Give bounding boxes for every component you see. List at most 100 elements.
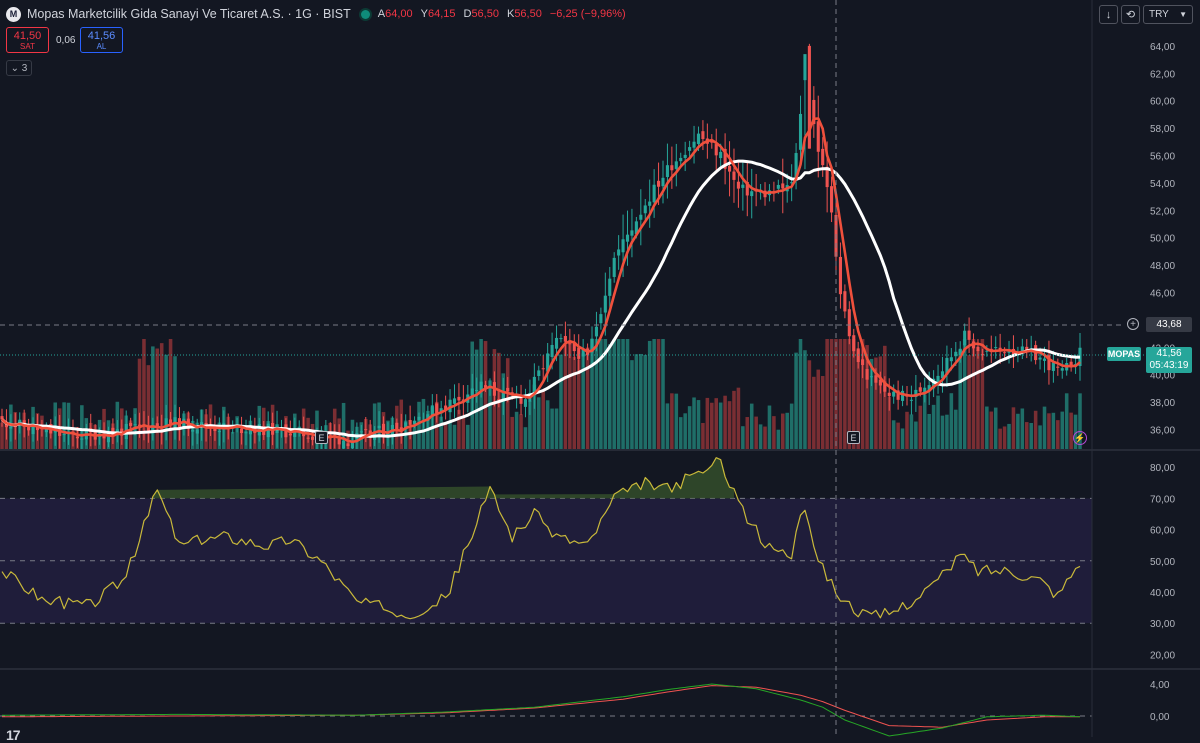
add-alert-icon[interactable]: + (1127, 318, 1139, 330)
rsi-tick-label: 30,00 (1150, 619, 1175, 630)
candle-body (1003, 352, 1007, 354)
volume-bar (878, 356, 883, 449)
candle-body (776, 184, 780, 189)
symbol-logo: M (6, 6, 21, 22)
candle-body (541, 368, 545, 370)
earnings-marker[interactable]: E (315, 431, 328, 444)
volume-bar (829, 339, 834, 449)
candle-body (940, 371, 945, 379)
volume-bar (44, 426, 49, 449)
volume-bar (989, 411, 994, 449)
candle-body (13, 426, 17, 428)
macd-tick-label: 4,00 (1150, 680, 1170, 691)
volume-bar (1078, 393, 1082, 449)
volume-bar (905, 411, 909, 449)
candle-body (342, 440, 346, 449)
earnings-marker[interactable]: E (847, 431, 860, 444)
volume-bar (1064, 393, 1069, 449)
volume-bar (927, 413, 931, 449)
price-tick-label: 60,00 (1150, 97, 1175, 108)
volume-bar (962, 339, 967, 449)
candle-body (293, 429, 297, 437)
candle-body (918, 387, 922, 392)
candle-body (169, 419, 173, 424)
volume-bar (146, 365, 151, 449)
volume-bar (718, 402, 723, 449)
candle-body (1025, 346, 1029, 351)
volume-bar (776, 429, 781, 449)
rsi-tick-label: 50,00 (1150, 557, 1175, 568)
candle-body (461, 399, 465, 401)
candle-body (869, 376, 874, 378)
candle-body (137, 424, 142, 426)
volume-bar (794, 352, 798, 449)
candle-body (240, 428, 244, 434)
volume-bar (692, 397, 696, 449)
candle-body (883, 381, 887, 392)
candle-body (958, 348, 962, 356)
macd-line (2, 683, 1081, 737)
candle-body (377, 425, 381, 429)
volume-bar (803, 350, 807, 449)
buy-button[interactable]: 41,56 AL (80, 27, 123, 53)
candle-body (985, 350, 989, 352)
candle-body (244, 432, 248, 434)
volume-bar (656, 339, 661, 449)
candle-body (62, 434, 66, 436)
download-button[interactable]: ↓ (1099, 5, 1118, 24)
candle-body (80, 438, 84, 440)
candle-body (568, 343, 572, 345)
candle-body (248, 429, 252, 435)
volume-bar (843, 339, 847, 449)
ma-fast-line (1, 117, 1081, 444)
tradingview-logo-icon: 17 (6, 727, 21, 743)
volume-bar (812, 376, 816, 449)
candle-body (444, 405, 448, 410)
candle-body (652, 184, 656, 203)
candle-body (572, 343, 576, 352)
volume-bar (599, 339, 603, 449)
last-price: 41,56 (1156, 348, 1182, 359)
volume-bar (1069, 412, 1073, 449)
refresh-button[interactable]: ⟲ (1121, 5, 1140, 24)
volume-bar (590, 339, 594, 449)
volume-bar (625, 339, 630, 449)
candle-body (594, 326, 599, 337)
candle-body (634, 221, 638, 234)
sell-button[interactable]: 41,50 SAT (6, 27, 49, 53)
volume-bar (643, 354, 648, 449)
candle-body (807, 45, 811, 149)
volume-bar (128, 420, 133, 449)
symbol-title[interactable]: Mopas Marketcilik Gida Sanayi Ve Ticaret… (27, 7, 351, 21)
candle-body (129, 422, 133, 426)
volume-bar (612, 339, 616, 449)
candle-body (430, 405, 434, 417)
volume-bar (235, 416, 239, 449)
candle-body (781, 183, 785, 189)
volume-bar (514, 411, 519, 449)
candle-body (381, 423, 386, 437)
volume-bar (869, 358, 874, 449)
volume-bar (137, 358, 142, 449)
candle-body (830, 186, 834, 213)
candle-body (980, 354, 984, 356)
volume-bar (576, 359, 581, 449)
volume-bar (714, 398, 719, 449)
indicators-toggle-button[interactable]: ⌄ 3 (6, 60, 32, 76)
candle-body (976, 346, 980, 352)
candle-body (838, 256, 842, 295)
volume-bar (563, 343, 568, 449)
flash-icon[interactable]: ⚡ (1073, 431, 1087, 445)
currency-select[interactable]: TRY ▼ (1143, 5, 1193, 24)
price-tick-label: 40,00 (1150, 371, 1175, 382)
volume-bar (559, 354, 563, 449)
candle-body (577, 347, 581, 359)
volume-bar (594, 339, 599, 449)
candle-body (146, 427, 150, 432)
candle-body (625, 234, 630, 242)
candle-body (887, 392, 891, 397)
price-tick-label: 64,00 (1150, 42, 1175, 53)
price-tick-label: 62,00 (1150, 69, 1175, 80)
candle-body (932, 378, 936, 389)
